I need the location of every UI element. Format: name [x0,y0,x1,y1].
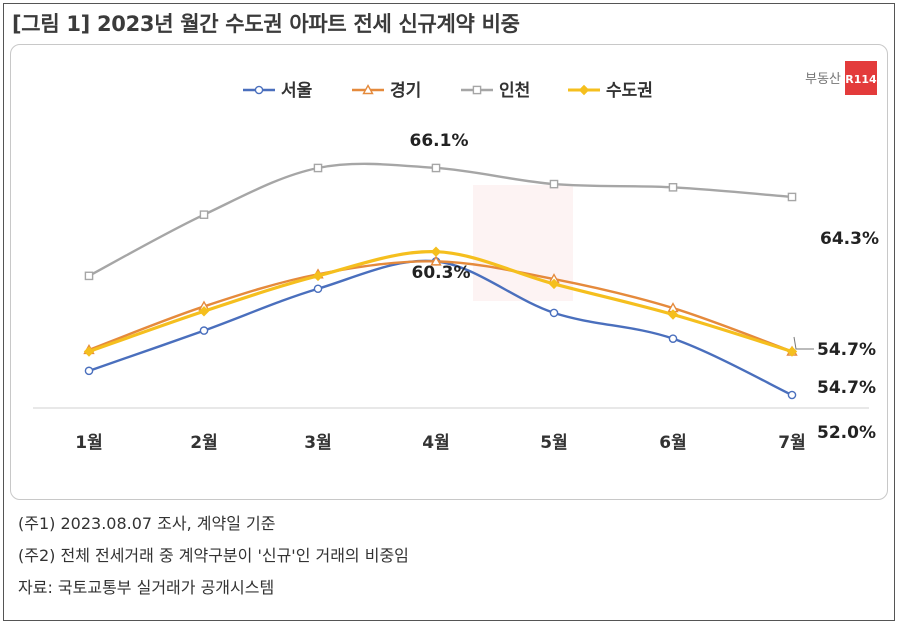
data-point [199,326,209,335]
data-point [199,210,209,219]
brand-logo: 부동산 R114 [805,61,877,95]
data-point [549,308,559,318]
x-tick-label: 4월 [422,433,449,453]
data-point [668,334,678,343]
series-3 [83,246,798,357]
data-label: 54.7% [817,340,876,360]
footnote-1: (주1) 2023.08.07 조사, 계약일 기준 [18,514,276,533]
data-label: 60.3% [412,263,471,283]
legend-marker [254,85,264,95]
data-point [431,163,441,173]
legend-marker [362,84,374,95]
x-tick-label: 6월 [659,433,686,453]
data-label: 64.3% [820,229,879,249]
x-tick-label: 3월 [304,433,331,453]
data-point [313,284,323,294]
legend-label: 서울 [281,81,313,101]
legend-label: 경기 [390,81,421,101]
data-point [84,366,94,376]
x-tick-label: 5월 [540,433,567,453]
series-2 [84,162,797,281]
data-point [312,270,324,282]
line-chart: 1월 2월 3월 4월 5월 6월 7월 66.1% 64.3% 60.3% 54.7% 54.7% 5… [33,61,879,453]
x-tick-label: 1월 [75,433,102,453]
data-label: 66.1% [410,131,469,151]
footnote-2: (주2) 전체 전세거래 중 계약구분이 '신규'인 거래의 비중임 [18,546,409,565]
data-point [668,183,678,192]
chart-panel: 1월 2월 3월 4월 5월 6월 7월 66.1% 64.3% 60.3% 54.7% 54.7% 5… [10,44,888,500]
logo-badge-text: R114 [845,73,877,86]
data-point [313,163,323,173]
footnotes: (주1) 2023.08.07 조사, 계약일 기준 (주2) 전체 전세거래 … [18,512,409,608]
data-point [548,278,560,290]
legend-marker [578,84,590,96]
data-point [198,306,210,317]
figure-frame [3,3,895,621]
figure-title: [그림 1] 2023년 월간 수도권 아파트 전세 신규계약 비중 [12,12,520,36]
x-tick-label: 7월 [778,433,805,453]
data-point [786,346,798,357]
legend-label: 수도권 [606,81,653,101]
legend: 서울 경기 인천 수도권 [243,81,653,101]
data-label: 54.7% [817,378,876,398]
legend-label: 인천 [499,81,530,101]
data-point [84,271,94,281]
data-point [430,246,442,257]
source-note: 자료: 국토교통부 실거래가 공개시스템 [18,578,275,597]
data-label: 52.0% [817,423,876,443]
x-tick-label: 2월 [190,433,217,453]
legend-marker [472,85,482,95]
data-point [787,192,797,202]
data-point [787,390,797,400]
series-line [87,162,794,278]
label-leader-line [793,336,814,350]
data-point [430,255,442,266]
data-point [549,179,559,189]
data-point [83,346,95,357]
logo-badge [845,61,877,95]
logo-text: 부동산 [805,72,841,87]
data-point [667,309,679,320]
